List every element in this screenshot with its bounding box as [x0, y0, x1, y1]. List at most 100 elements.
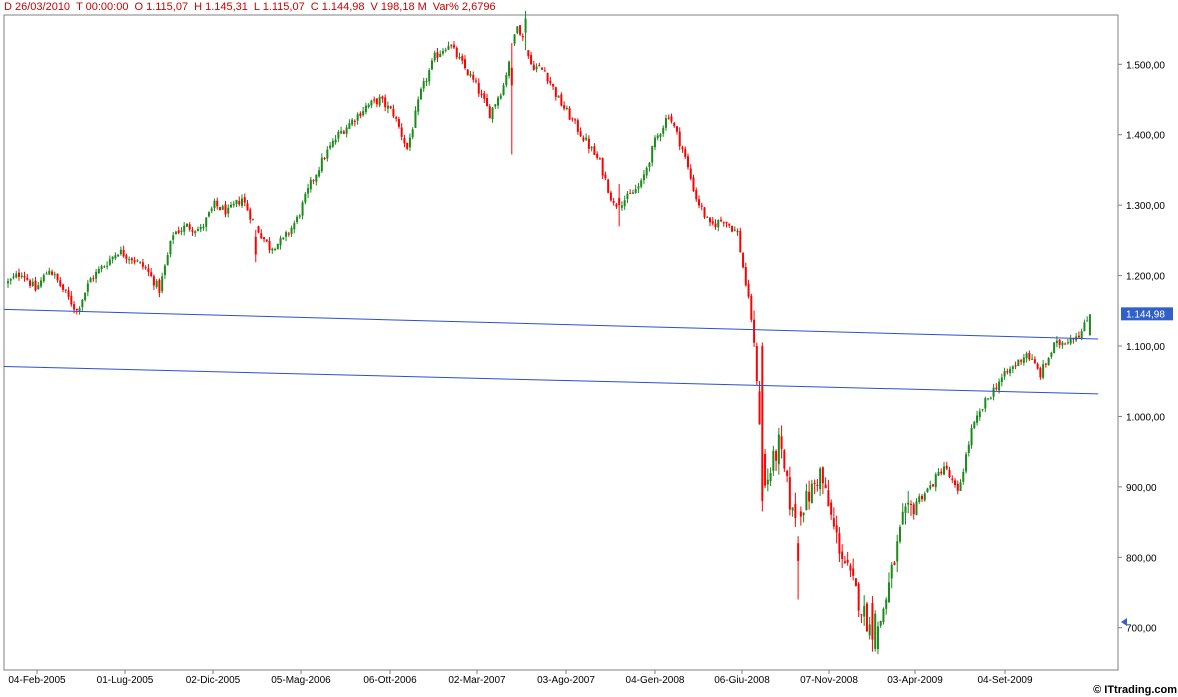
candle-body	[172, 235, 175, 240]
candle-body	[406, 142, 409, 149]
x-tick-label: 03-Ago-2007	[537, 675, 595, 686]
candle-body	[133, 260, 136, 263]
candle-body	[370, 100, 373, 106]
candle-body	[1083, 322, 1086, 332]
candle-body	[609, 192, 612, 201]
candle-body	[736, 230, 739, 232]
candle-body	[923, 493, 926, 501]
candle-body	[978, 411, 981, 418]
y-tick-label: 800,00	[1126, 553, 1157, 564]
candle-body	[9, 278, 12, 281]
candle-body	[384, 97, 387, 108]
candle-body	[486, 98, 489, 107]
candle-body	[158, 279, 161, 293]
candle-body	[739, 230, 742, 253]
candle-body	[1022, 357, 1025, 363]
candle-body	[276, 243, 279, 250]
y-tick-label: 1.400,00	[1126, 131, 1165, 142]
candle-body	[389, 106, 392, 109]
candle-body	[615, 204, 618, 207]
candle-body	[1061, 342, 1064, 346]
candle-body	[400, 127, 403, 137]
candle-body	[392, 108, 395, 117]
candle-body	[703, 207, 706, 218]
candle-body	[992, 387, 995, 397]
candle-body	[546, 72, 549, 82]
candle-body	[684, 148, 687, 158]
candle-body	[692, 177, 695, 191]
candle-body	[150, 272, 153, 276]
candle-body	[64, 289, 67, 291]
candle-body	[775, 451, 778, 461]
candle-body	[959, 482, 962, 491]
candle-body	[860, 614, 863, 616]
candle-body	[359, 113, 362, 117]
candle-body	[1066, 342, 1069, 344]
candle-body	[629, 192, 632, 194]
candle-body	[788, 477, 791, 510]
candle-body	[656, 135, 659, 139]
candle-body	[967, 444, 970, 453]
y-tick-label: 1.100,00	[1126, 342, 1165, 353]
candle-body	[210, 208, 213, 211]
candle-body	[907, 502, 910, 505]
candle-body	[95, 271, 98, 279]
candle-body	[885, 599, 888, 609]
candle-body	[436, 52, 439, 58]
candle-body	[631, 192, 634, 194]
candle-body	[238, 201, 241, 205]
trendline[interactable]	[3, 308, 1099, 340]
candle-body	[447, 45, 450, 50]
candle-body	[1000, 377, 1003, 383]
scroll-marker-icon[interactable]	[1121, 618, 1127, 626]
candle-body	[367, 104, 370, 108]
last-price-marker: 1.144,98	[1121, 307, 1173, 321]
candle-body	[23, 276, 26, 278]
candle-body	[549, 80, 552, 84]
candle-body	[920, 495, 923, 500]
candle-body	[315, 174, 318, 182]
candle-body	[714, 223, 717, 228]
candle-body	[835, 525, 838, 533]
candle-body	[802, 512, 805, 516]
candle-body	[951, 478, 954, 481]
candle-body	[188, 224, 191, 230]
candle-body	[111, 256, 114, 260]
candle-body	[331, 140, 334, 147]
candle-body	[466, 69, 469, 76]
candle-body	[857, 583, 860, 611]
candle-body	[125, 255, 128, 259]
candle-body	[1014, 365, 1017, 367]
candle-body	[945, 465, 948, 469]
candle-body	[576, 120, 579, 132]
candle-body	[155, 281, 158, 287]
candle-body	[152, 276, 155, 286]
candle-body	[1031, 358, 1034, 360]
candle-body	[530, 55, 533, 65]
candle-body	[381, 96, 384, 99]
candle-body	[893, 562, 896, 565]
candle-body	[1042, 364, 1045, 378]
candle-body	[524, 18, 527, 33]
candle-body	[147, 268, 150, 272]
candle-body	[827, 490, 830, 507]
candle-body	[430, 60, 433, 70]
candle-body	[695, 190, 698, 200]
candle-body	[659, 134, 662, 137]
candle-body	[744, 267, 747, 286]
trendline[interactable]	[3, 365, 1099, 395]
candle-body	[75, 308, 78, 311]
info-volume: V 198,18 M	[370, 1, 427, 13]
candle-body	[1025, 353, 1028, 359]
candle-body	[686, 156, 689, 168]
candle-body	[119, 249, 122, 255]
info-date: D 26/03/2010	[4, 1, 71, 13]
candle-body	[268, 240, 271, 251]
candle-body	[309, 179, 312, 190]
candle-body	[667, 117, 670, 119]
info-open: O 1.115,07	[134, 1, 189, 13]
candle-body	[84, 292, 87, 301]
candle-body	[904, 506, 907, 513]
plot-area[interactable]	[3, 14, 1119, 671]
